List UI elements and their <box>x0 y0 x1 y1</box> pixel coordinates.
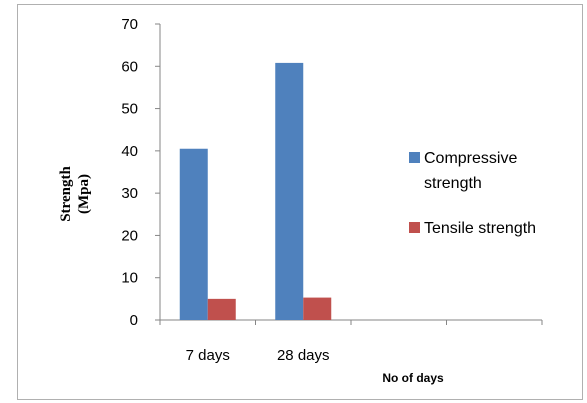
legend-swatch-compressive <box>409 152 420 163</box>
y-tick-label: 20 <box>121 227 138 244</box>
y-tick-label: 60 <box>121 58 138 75</box>
bar-tensile-1 <box>303 297 332 320</box>
legend-label-compressive-line2: strength <box>424 175 482 192</box>
y-tick-label: 30 <box>121 185 138 202</box>
legend: Compressive strength Tensile strength <box>409 150 536 237</box>
x-ticks: 7 days 28 days <box>159 320 543 364</box>
y-axis-label-line2: (Mpa) <box>76 174 92 214</box>
y-ticks: 0 10 20 30 40 50 60 70 <box>121 16 160 329</box>
y-tick-label: 10 <box>121 270 138 287</box>
y-axis-label-line1: Strength <box>58 166 74 222</box>
y-tick-label: 50 <box>121 101 138 118</box>
legend-label-tensile: Tensile strength <box>424 220 536 237</box>
x-axis-label: No of days <box>382 371 444 385</box>
bar-tensile-0 <box>207 298 236 320</box>
bar-compressive-0 <box>179 148 208 320</box>
x-tick-label: 28 days <box>277 347 330 364</box>
legend-label-compressive-line1: Compressive <box>424 150 517 167</box>
bar-compressive-1 <box>275 62 304 320</box>
x-tick-label: 7 days <box>186 347 230 364</box>
y-tick-label: 70 <box>121 16 138 33</box>
bars <box>179 62 332 320</box>
legend-swatch-tensile <box>409 222 420 233</box>
y-tick-label: 0 <box>130 312 138 329</box>
y-tick-label: 40 <box>121 143 138 160</box>
